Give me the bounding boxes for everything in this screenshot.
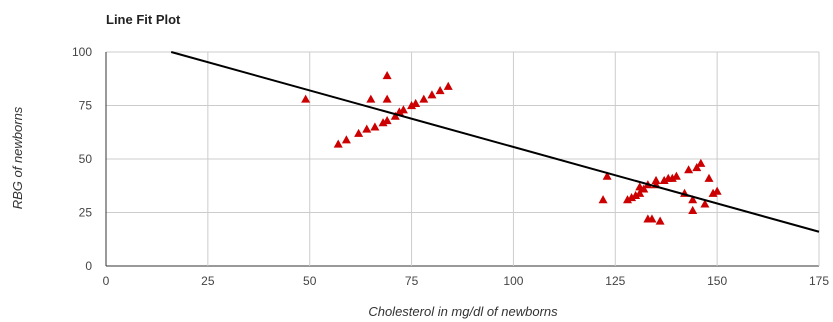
data-point [394, 107, 404, 116]
data-point [651, 175, 661, 184]
grid-lines [105, 51, 820, 267]
data-point [362, 124, 372, 133]
data-point [407, 101, 417, 110]
data-point [382, 115, 392, 125]
data-point [704, 173, 714, 182]
data-point [712, 186, 722, 195]
data-point [598, 195, 608, 204]
data-point [370, 122, 380, 131]
data-point [602, 171, 612, 180]
data-point [688, 195, 698, 204]
x-tick-label: 175 [809, 274, 829, 288]
data-point [659, 175, 669, 184]
data-point [382, 94, 392, 103]
x-tick-label: 150 [707, 274, 727, 288]
data-point [684, 165, 694, 174]
data-point [354, 128, 364, 137]
data-point [627, 193, 637, 202]
y-tick-label: 25 [79, 206, 93, 220]
data-point [390, 111, 400, 120]
data-point [700, 199, 710, 208]
data-point [398, 105, 408, 114]
data-point [647, 214, 657, 223]
data-point [333, 139, 343, 148]
data-point [671, 171, 681, 180]
y-tick-label: 75 [79, 99, 93, 113]
data-point [639, 184, 649, 193]
y-tick-label: 50 [79, 152, 93, 166]
y-axis-ticks: 0 25 50 75 100 [72, 45, 92, 273]
data-point [692, 163, 702, 172]
data-point [708, 188, 718, 197]
data-point [655, 216, 665, 225]
x-tick-label: 0 [103, 274, 110, 288]
y-tick-label: 0 [85, 259, 92, 273]
x-tick-label: 50 [303, 274, 317, 288]
data-point [443, 81, 453, 90]
data-points [301, 71, 722, 225]
data-point [419, 94, 429, 103]
data-point [696, 158, 706, 167]
x-tick-label: 25 [201, 274, 215, 288]
data-point [667, 173, 677, 182]
y-tick-label: 100 [72, 45, 92, 59]
chart-title: Line Fit Plot [106, 12, 181, 27]
data-point [635, 188, 645, 197]
data-point [411, 98, 421, 107]
fit-line-group [170, 51, 820, 233]
data-point [623, 195, 633, 204]
data-point [378, 118, 388, 127]
data-point [631, 190, 641, 199]
data-point [366, 94, 376, 103]
x-axis-ticks: 0 25 50 75 100 125 150 175 [103, 274, 830, 288]
data-point [427, 90, 437, 99]
x-axis-label: Cholesterol in mg/dl of newborns [368, 304, 558, 319]
data-point [301, 94, 311, 103]
x-tick-label: 75 [405, 274, 419, 288]
data-point [435, 86, 445, 95]
fit-line [170, 51, 820, 233]
data-point [382, 71, 392, 80]
y-axis-label: RBG of newborns [10, 106, 25, 209]
data-point [341, 135, 351, 144]
x-tick-label: 125 [605, 274, 625, 288]
data-point [688, 205, 698, 214]
x-tick-label: 100 [503, 274, 523, 288]
